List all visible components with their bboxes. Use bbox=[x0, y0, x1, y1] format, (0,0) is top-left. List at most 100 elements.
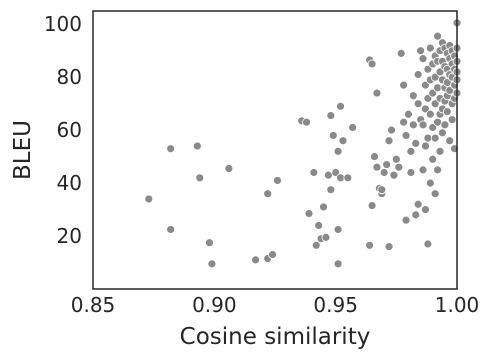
x-tick-label: 1.00 bbox=[435, 293, 480, 317]
scatter-point bbox=[372, 162, 382, 172]
scatter-point bbox=[304, 209, 314, 218]
scatter-point bbox=[433, 83, 442, 93]
y-axis-label: BLEU bbox=[10, 120, 36, 180]
scatter-point bbox=[433, 117, 442, 127]
scatter-point bbox=[326, 185, 336, 195]
y-tick-label: 20 bbox=[57, 224, 82, 248]
scatter-point bbox=[207, 259, 217, 269]
scatter-point bbox=[418, 54, 428, 64]
scatter-point bbox=[421, 205, 430, 214]
x-axis-label: Cosine similarity bbox=[180, 324, 371, 349]
scatter-point bbox=[413, 199, 423, 209]
scatter-point bbox=[428, 154, 438, 164]
scatter-point bbox=[263, 189, 273, 199]
scatter-point bbox=[406, 168, 416, 177]
scatter-point bbox=[251, 255, 260, 265]
scatter-point bbox=[399, 117, 409, 127]
scatter-point bbox=[418, 120, 428, 130]
scatter-point bbox=[205, 238, 214, 248]
scatter-point bbox=[404, 109, 413, 119]
scatter-point bbox=[411, 138, 421, 148]
scatter-point bbox=[440, 120, 450, 130]
scatter-point bbox=[311, 240, 321, 250]
scatter-point bbox=[423, 239, 433, 249]
scatter-point bbox=[336, 173, 345, 183]
scatter-point bbox=[408, 91, 418, 101]
scatter-point bbox=[309, 168, 319, 177]
scatter-point bbox=[406, 146, 416, 156]
scatter-point bbox=[343, 173, 353, 183]
scatter-point bbox=[333, 146, 343, 156]
scatter-point bbox=[391, 154, 401, 164]
y-tick-label: 80 bbox=[57, 65, 82, 89]
scatter-point bbox=[302, 117, 311, 127]
scatter-point bbox=[328, 131, 338, 140]
scatter-point bbox=[379, 168, 389, 177]
scatter-point bbox=[333, 259, 343, 269]
scatter-point bbox=[435, 146, 445, 156]
y-tick-label: 40 bbox=[57, 171, 82, 195]
scatter-point bbox=[425, 109, 435, 119]
scatter-point bbox=[430, 189, 440, 199]
scatter-point bbox=[413, 99, 423, 109]
scatter-point bbox=[365, 240, 375, 250]
scatter-point bbox=[416, 46, 426, 56]
scatter-point bbox=[433, 165, 442, 175]
scatter-point bbox=[384, 242, 394, 252]
scatter-point bbox=[418, 165, 428, 175]
scatter-point bbox=[401, 131, 411, 140]
scatter-point bbox=[370, 152, 379, 162]
scatter-point bbox=[425, 43, 435, 53]
scatter-point bbox=[166, 225, 176, 234]
scatter-point bbox=[445, 136, 455, 146]
plot-frame bbox=[92, 10, 458, 290]
scatter-point bbox=[372, 88, 382, 98]
scatter-point bbox=[408, 120, 418, 130]
scatter-point bbox=[425, 178, 435, 188]
scatter-point bbox=[224, 164, 234, 173]
scatter-point bbox=[396, 48, 406, 58]
scatter-point bbox=[384, 136, 394, 146]
tick-labels: 0.85 0.90 0.95 1.00 20 40 60 80 100 bbox=[44, 12, 479, 317]
scatter-point bbox=[421, 141, 430, 151]
points-layer bbox=[144, 18, 462, 269]
y-tick-label: 60 bbox=[57, 118, 82, 142]
scatter-point bbox=[442, 107, 452, 117]
scatter-point bbox=[447, 115, 457, 124]
x-tick-label: 0.90 bbox=[192, 293, 237, 317]
scatter-point bbox=[338, 136, 348, 146]
scatter-point bbox=[326, 111, 336, 120]
scatter-point bbox=[348, 123, 358, 132]
scatter-point bbox=[438, 128, 447, 138]
scatter-point bbox=[323, 170, 333, 180]
scatter-point bbox=[377, 185, 387, 195]
scatter-point bbox=[389, 170, 399, 180]
x-tick-label: 0.95 bbox=[313, 293, 358, 317]
scatter-point bbox=[367, 59, 377, 69]
scatter-point bbox=[273, 176, 282, 185]
scatter-point bbox=[382, 160, 392, 169]
x-tick-label: 0.85 bbox=[71, 293, 116, 317]
scatter-point bbox=[411, 210, 421, 220]
scatter-point bbox=[144, 194, 154, 204]
scatter-point bbox=[314, 221, 324, 230]
scatter-point bbox=[336, 101, 345, 111]
scatter-point bbox=[394, 162, 404, 172]
scatter-point bbox=[413, 70, 423, 79]
scatter-point bbox=[387, 125, 396, 135]
scatter-point bbox=[321, 232, 331, 242]
scatter-point bbox=[166, 144, 176, 154]
scatter-point bbox=[319, 202, 328, 212]
scatter-point bbox=[433, 31, 442, 41]
scatter-point bbox=[268, 250, 277, 259]
scatter-point bbox=[401, 215, 411, 225]
scatter-point bbox=[367, 201, 377, 211]
y-tick-label: 100 bbox=[44, 12, 82, 36]
scatter-point bbox=[423, 133, 433, 143]
scatter-point bbox=[399, 80, 409, 90]
scatter-point bbox=[195, 173, 205, 183]
scatter-point bbox=[192, 141, 202, 151]
scatter-point bbox=[333, 225, 343, 234]
